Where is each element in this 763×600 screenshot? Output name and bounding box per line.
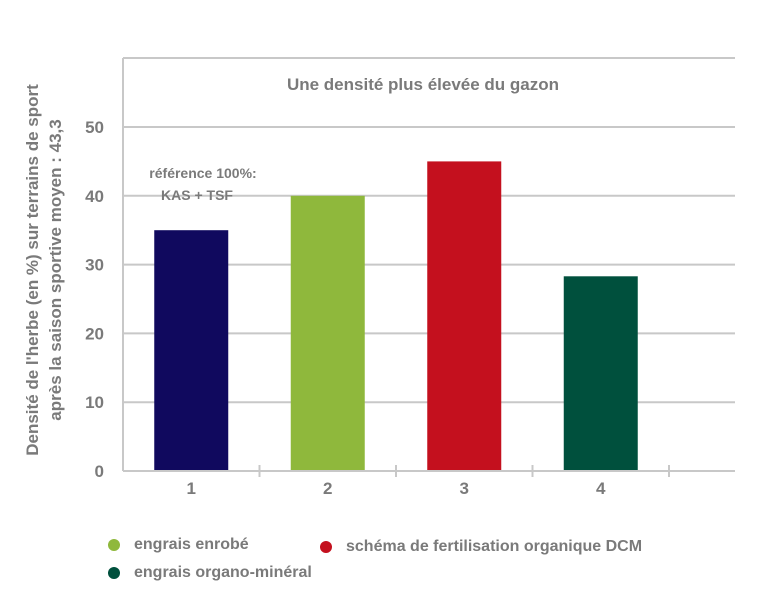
bar-4 bbox=[563, 276, 638, 471]
legend-dot-red-icon bbox=[320, 541, 332, 553]
annotation-line-1: référence 100%: bbox=[149, 165, 256, 181]
y-tick-label: 50 bbox=[85, 118, 104, 137]
legend-item-engrais-enrobe: engrais enrobé bbox=[108, 536, 249, 554]
bar-2 bbox=[290, 195, 365, 472]
annotation-line-2: KAS + TSF bbox=[161, 187, 233, 203]
x-tick-label: 1 bbox=[187, 479, 196, 498]
y-tick-label: 20 bbox=[85, 324, 104, 343]
legend-item-organo-mineral: engrais organo-minéral bbox=[108, 564, 312, 582]
x-tick-label: 3 bbox=[460, 479, 469, 498]
legend-item-dcm: schéma de fertilisation organique DCM bbox=[320, 538, 642, 556]
x-tick-label: 2 bbox=[323, 479, 332, 498]
chart-title: Une densité plus élevée du gazon bbox=[287, 75, 559, 94]
legend-label: engrais organo-minéral bbox=[134, 564, 312, 581]
y-tick-label: 40 bbox=[85, 187, 104, 206]
legend-label: engrais enrobé bbox=[134, 536, 249, 553]
y-tick-label: 30 bbox=[85, 256, 104, 275]
y-tick-label: 0 bbox=[95, 462, 104, 481]
legend-dot-dark-green-icon bbox=[108, 567, 120, 579]
bar-chart: Densité de l'herbe (en %) sur terrains d… bbox=[23, 57, 735, 498]
bar-3 bbox=[427, 161, 502, 471]
bar-1 bbox=[154, 230, 229, 471]
legend-label: schéma de fertilisation organique DCM bbox=[346, 538, 643, 555]
legend: engrais enrobé schéma de fertilisation o… bbox=[108, 536, 748, 592]
x-tick-label: 4 bbox=[596, 479, 606, 498]
y-tick-label: 10 bbox=[85, 393, 104, 412]
y-axis-label-line-1: Densité de l'herbe (en %) sur terrains d… bbox=[23, 84, 42, 456]
y-axis-label-line-2: après la saison sportive moyen : 43,3 bbox=[46, 119, 65, 420]
legend-dot-green-icon bbox=[108, 539, 120, 551]
